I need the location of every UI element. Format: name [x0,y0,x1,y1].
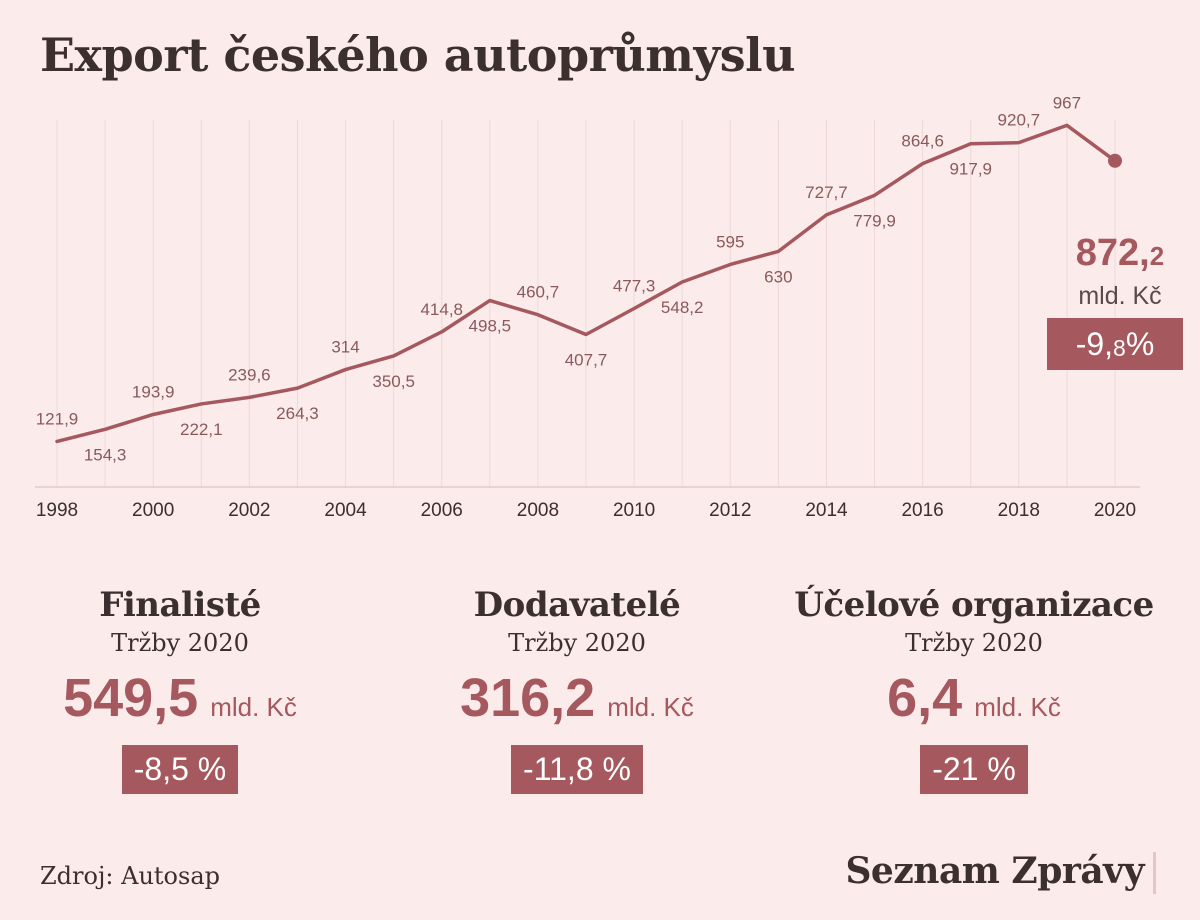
stat-unit: mld. Kč [210,692,297,722]
data-point [873,193,877,197]
stat-subtitle: Tržby 2020 [905,629,1043,657]
data-label: 193,9 [132,382,175,401]
data-label: 414,8 [420,300,463,319]
data-point [295,386,299,390]
data-point [632,306,636,310]
data-point [1017,141,1021,145]
data-label: 477,3 [613,276,656,295]
latest-change-badge: -9, 8 % [1047,318,1183,370]
data-label: 864,6 [901,132,944,151]
x-tick-label: 2020 [1094,500,1136,521]
data-point [55,439,59,443]
x-tick-label: 2006 [421,500,463,521]
x-tick-label: 2000 [132,500,174,521]
x-tick-label: 2004 [324,500,367,521]
brand-logo: Seznam Zprávy [845,850,1144,892]
end-point-marker [1108,153,1122,168]
latest-value-unit: mld. Kč [1078,282,1162,310]
stat-value: 316,2 [460,668,596,728]
data-label: 920,7 [998,111,1041,130]
data-label: 264,3 [276,404,319,423]
data-point [151,412,155,416]
data-label: 548,2 [661,298,704,317]
data-label: 407,7 [565,351,608,370]
data-point [103,427,107,431]
x-tick-label: 2012 [709,500,751,521]
stat-dodavatele: Dodavatelé Tržby 2020 316,2 mld. Kč -11,… [377,585,777,794]
stat-finaliste: Finalisté Tržby 2020 549,5 mld. Kč -8,5 … [0,585,380,794]
data-label: 779,9 [853,211,896,230]
data-label: 154,3 [84,445,127,464]
x-tick-label: 2014 [805,500,848,521]
stat-subtitle: Tržby 2020 [111,629,249,657]
stat-title: Účelové organizace [794,585,1154,625]
stat-title: Dodavatelé [473,585,681,625]
data-label: 350,5 [372,372,415,391]
data-point [536,313,540,317]
data-label: 498,5 [469,317,512,336]
brand-divider [1153,852,1156,894]
data-label: 222,1 [180,420,223,439]
stat-title: Finalisté [99,585,261,625]
source-note: Zdroj: Autosap [40,862,220,890]
series-line [55,123,1117,444]
stat-unit: mld. Kč [607,692,694,722]
line-chart: 1998 2000 2002 2004 2006 2008 2010 2012 2014 2016… [35,93,1140,521]
x-tick-label: 2018 [998,500,1040,521]
data-point [344,368,348,372]
data-point [392,354,396,358]
data-point [440,330,444,334]
data-label: 630 [764,267,792,286]
x-tick-label: 2002 [228,500,270,521]
data-label: 917,9 [949,160,992,179]
stat-unit: mld. Kč [974,692,1061,722]
x-tick-label: 1998 [36,500,78,521]
data-label: 121,9 [36,409,79,428]
data-label: 314 [331,338,359,357]
data-label: 967 [1053,93,1081,112]
data-label: 460,7 [517,283,560,302]
data-label: 595 [716,232,744,251]
data-point [199,402,203,406]
data-point [680,280,684,284]
stat-change-badge: -8,5 % [121,745,239,794]
data-point [824,213,828,217]
stat-change-badge: -21 % [920,745,1028,794]
chart-title: Export českého autoprůmyslu [40,28,796,82]
latest-value: 872,2 [1075,232,1165,274]
x-tick-label: 2008 [517,500,559,521]
data-point [488,299,492,303]
data-point [921,162,925,166]
stat-change-badge: -11,8 % [511,745,643,794]
stat-subtitle: Tržby 2020 [508,629,646,657]
data-point [776,249,780,253]
x-tick-label: 2016 [901,500,943,521]
data-point [969,142,973,146]
stat-ucelove-organizace: Účelové organizace Tržby 2020 6,4 mld. K… [774,585,1174,794]
data-point [728,262,732,266]
data-point [247,395,251,399]
stat-value: 549,5 [63,668,199,728]
x-tick-label: 2010 [613,500,655,521]
data-point [1065,123,1069,127]
data-point [584,333,588,337]
data-label: 239,6 [228,365,271,384]
data-label: 727,7 [805,183,848,202]
stat-value: 6,4 [887,668,963,728]
